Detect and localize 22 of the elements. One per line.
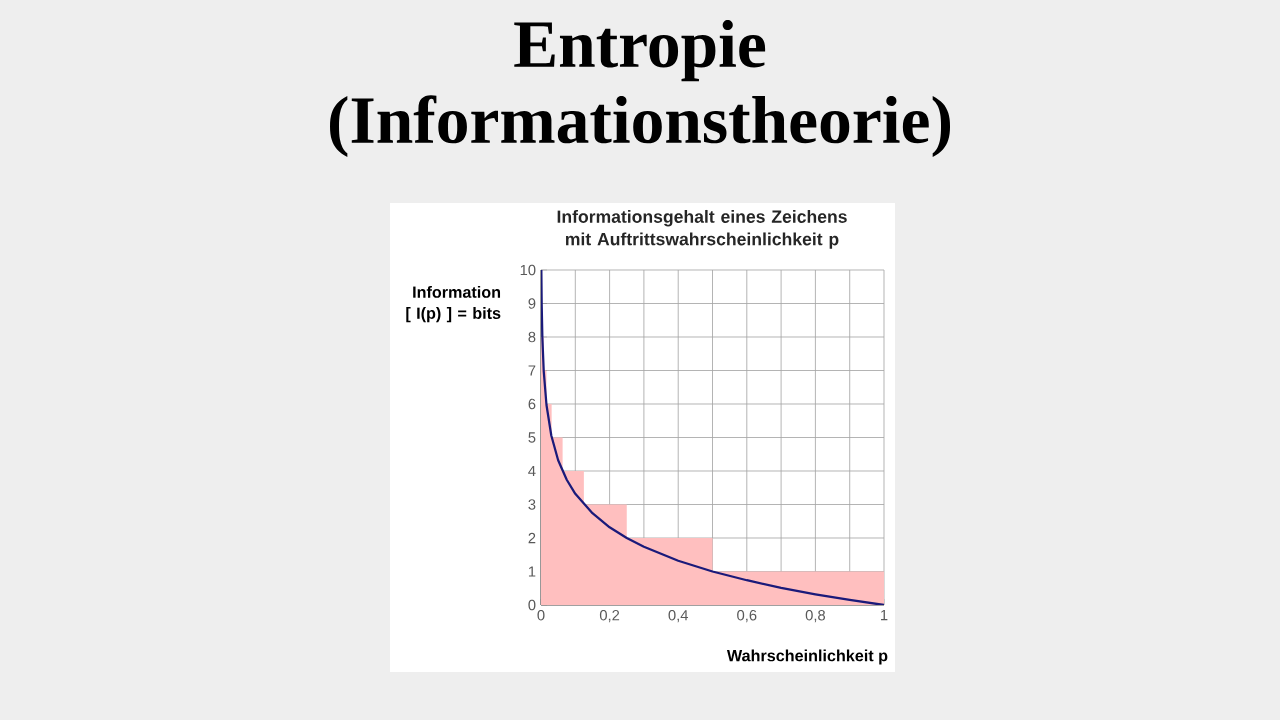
y-tick-label: 10 — [520, 264, 536, 276]
x-tick-label: 0,2 — [599, 609, 620, 623]
x-tick-label: 1 — [881, 609, 888, 621]
y-tick-label: 9 — [528, 298, 536, 309]
y-tick-label: 2 — [528, 532, 536, 544]
x-tick-label: 0,8 — [805, 609, 826, 623]
y-tick-label: 6 — [528, 398, 536, 410]
x-axis-title: Wahrscheinlichkeit p — [726, 649, 888, 665]
chart-title: Entropie (Informationstheorie) — [330, 19, 951, 158]
y-tick-label: 3 — [528, 499, 536, 510]
y-tick-label: 1 — [528, 566, 536, 577]
line-series — [541, 270, 885, 606]
y-tick-label: 8 — [528, 331, 536, 343]
y-tick-label: 7 — [528, 365, 536, 376]
x-tick-label: 0 — [537, 609, 545, 621]
x-tick-label: 0,4 — [668, 609, 689, 623]
y-tick-label: 0 — [528, 599, 536, 611]
chart-subtitle: Informationsgehalt eines Zeichens mit Auftrittswahrscheinlichkeit p — [557, 209, 847, 249]
y-tick-label: 5 — [528, 432, 536, 443]
y-tick-label: 4 — [528, 465, 536, 477]
y-axis-title: Information [ I(p) ] = bits — [406, 285, 501, 323]
x-tick-label: 0,6 — [737, 609, 757, 623]
